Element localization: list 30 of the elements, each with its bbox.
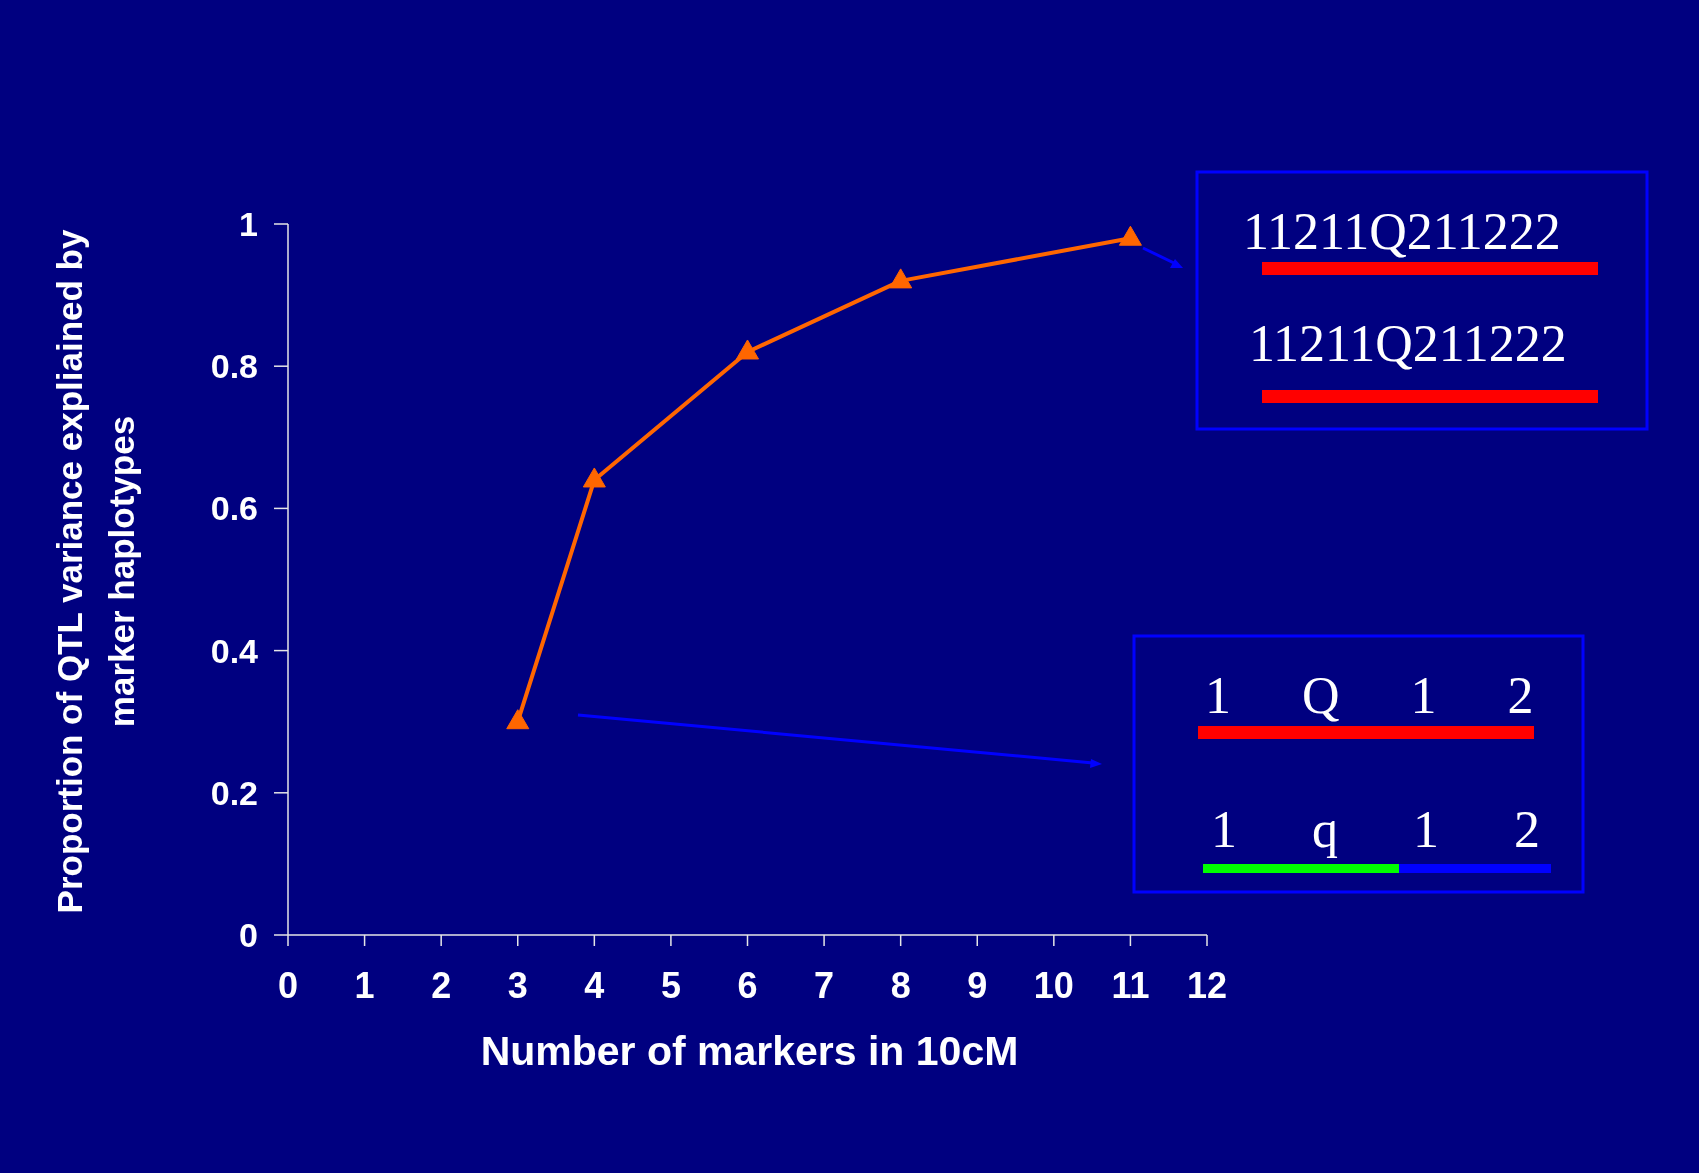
x-tick-label: 0	[277, 964, 299, 1006]
x-tick-label: 3	[507, 964, 528, 1006]
y-tick-label: 0.6	[210, 489, 258, 528]
y-tick-label: 1	[239, 205, 258, 244]
y-tick-label: 0.8	[210, 347, 258, 386]
point	[736, 339, 759, 360]
y-axis-title: Proportion of QTL variance expliained by marker haplotypes	[50, 229, 141, 914]
x-tick-label: 8	[890, 964, 911, 1006]
text: 1 q 1 2	[1211, 801, 1540, 858]
x-tick-label: 1	[354, 964, 375, 1006]
x-tick-label: 2	[431, 964, 452, 1006]
x-tick-label: 9	[967, 964, 988, 1006]
x-tick-label: 12	[1186, 964, 1228, 1006]
point	[1118, 225, 1142, 246]
x-tick-label: 7	[814, 964, 835, 1006]
x-tick-label: 10	[1033, 964, 1074, 1006]
point	[582, 467, 606, 488]
point	[506, 709, 530, 730]
x-tick-label: 4	[584, 964, 605, 1006]
y-tick-label: 0.2	[210, 773, 258, 812]
y-tick-label: 0	[239, 916, 258, 955]
x-tick-label: 5	[660, 964, 681, 1006]
x-axis-title: Number of markers in 10cM	[480, 1028, 1019, 1074]
text: 11211Q211222	[1249, 315, 1567, 372]
y-tick-label: 0.4	[210, 631, 259, 670]
point	[889, 268, 913, 289]
text: 11211Q211222	[1243, 203, 1561, 260]
annotation: 1 Q 1 2	[1205, 667, 1534, 724]
x-tick-label: 11	[1111, 964, 1150, 1006]
x-tick-label: 6	[737, 964, 758, 1006]
